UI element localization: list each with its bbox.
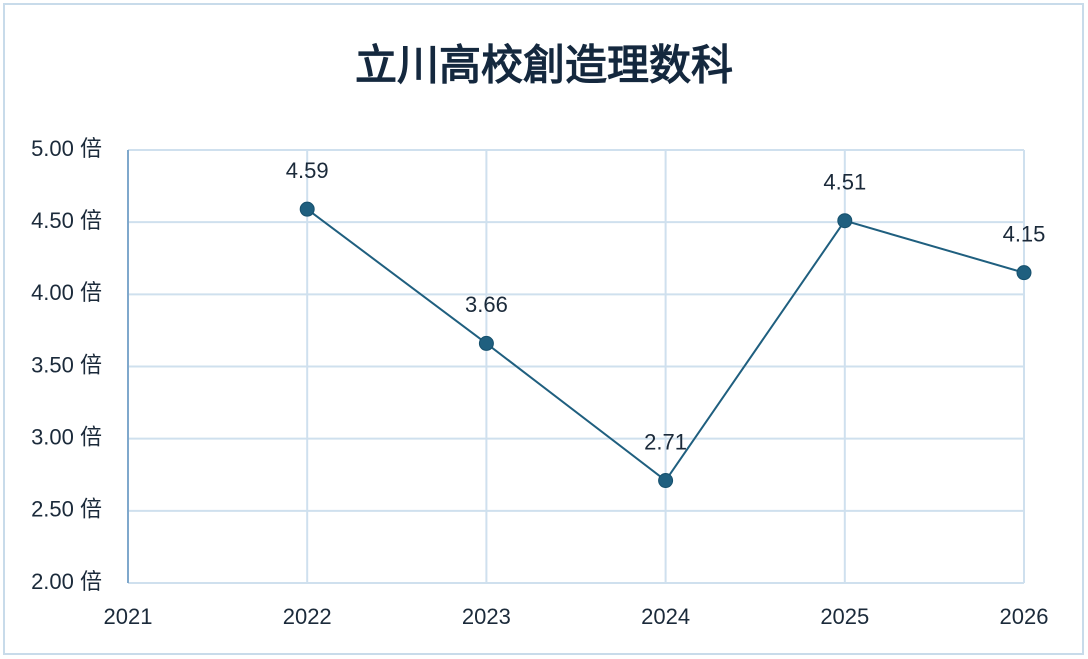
y-tick-label: 2.00 倍: [31, 569, 102, 594]
y-tick-label: 4.00 倍: [31, 280, 102, 305]
x-tick-label: 2021: [104, 604, 153, 629]
y-tick-label: 5.00 倍: [31, 136, 102, 161]
y-tick-label: 4.50 倍: [31, 208, 102, 233]
data-label: 3.66: [465, 292, 508, 317]
marker: [837, 213, 853, 229]
data-label: 4.51: [823, 170, 866, 195]
data-label: 4.15: [1003, 221, 1046, 246]
x-tick-label: 2025: [820, 604, 869, 629]
x-tick-label: 2022: [283, 604, 332, 629]
marker: [299, 201, 315, 217]
marker: [478, 335, 494, 351]
y-tick-label: 2.50 倍: [31, 497, 102, 522]
marker: [658, 473, 674, 489]
data-label: 4.59: [286, 158, 329, 183]
x-tick-label: 2023: [462, 604, 511, 629]
chart-title: 立川高校創造理数科: [355, 41, 733, 90]
y-tick-label: 3.50 倍: [31, 352, 102, 377]
y-tick-label: 3.00 倍: [31, 424, 102, 449]
chart-frame: [3, 3, 1084, 655]
data-label: 2.71: [644, 429, 687, 454]
marker: [1016, 265, 1032, 281]
x-tick-label: 2026: [1000, 604, 1049, 629]
x-tick-label: 2024: [641, 604, 690, 629]
